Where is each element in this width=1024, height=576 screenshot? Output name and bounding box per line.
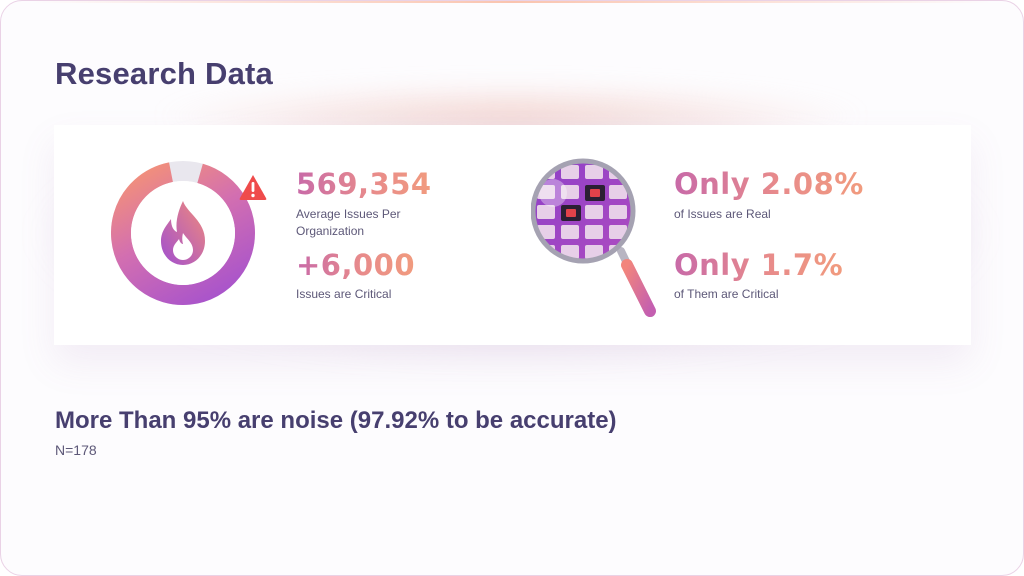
critical-issues-label: Issues are Critical bbox=[296, 287, 392, 301]
page-title: Research Data bbox=[55, 56, 273, 91]
magnifying-glass-icon bbox=[531, 158, 656, 317]
stats-panel: 569,354 Average Issues Per Organization … bbox=[54, 125, 971, 345]
real-issues-label: of Issues are Real bbox=[674, 207, 771, 221]
sample-size-note: N=178 bbox=[55, 442, 97, 458]
average-issues-value: 569,354 bbox=[296, 167, 432, 201]
top-accent-line bbox=[31, 1, 993, 3]
real-issues-value: Only 2.08% bbox=[674, 167, 864, 201]
alert-icon bbox=[239, 175, 267, 200]
critical-share-label: of Them are Critical bbox=[674, 287, 779, 301]
footer-headline: More Than 95% are noise (97.92% to be ac… bbox=[55, 407, 617, 434]
critical-issues-value: +6,000 bbox=[296, 248, 416, 282]
fire-gauge-icon bbox=[111, 161, 255, 305]
average-issues-label: Average Issues Per Organization bbox=[296, 207, 401, 238]
critical-share-value: Only 1.7% bbox=[674, 248, 844, 282]
